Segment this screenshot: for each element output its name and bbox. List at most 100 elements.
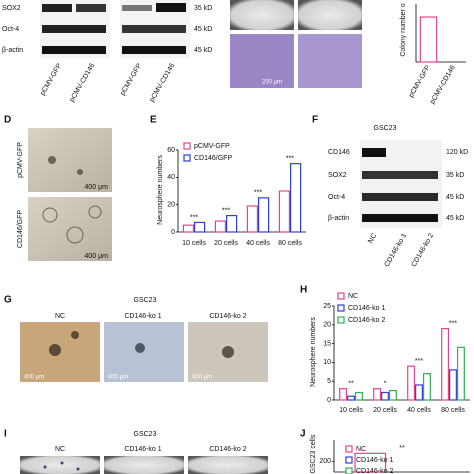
legend-swatch: [337, 304, 345, 312]
row-label: Oct-4: [328, 194, 345, 201]
y-axis-label: Neurosphere numbers: [157, 155, 164, 225]
panel-g: GSC23 NC CD146-ko 1 CD146-ko 2 400 μm 40…: [20, 297, 268, 382]
legend-swatch: [183, 154, 191, 162]
y-axis-label: Colony number o: [400, 3, 407, 56]
y-tick-label: 60: [167, 147, 175, 154]
size-label: 45 kD: [194, 26, 212, 33]
row-label: β-actin: [328, 215, 349, 222]
size-label: 45 kD: [194, 47, 212, 54]
x-tick-label: pCMV-GFP: [408, 64, 432, 99]
bar: [339, 388, 348, 401]
panel-label: H: [300, 285, 307, 296]
significance: ***: [286, 156, 294, 163]
panel-label: D: [4, 115, 11, 126]
lane-label: CD146-ko 1: [384, 232, 409, 268]
y-axis-label: of GSC23 cells: [310, 434, 317, 474]
y-tick-label: 0: [327, 397, 331, 404]
bar: [290, 163, 302, 233]
scale-label: 200 μm: [262, 80, 282, 86]
bar: [381, 391, 389, 401]
bar: [214, 220, 226, 233]
legend-swatch: [337, 316, 345, 324]
row-label: SOX2: [328, 172, 347, 179]
blot-top: SOX2 Oct-4 β-actin 35 kD 45 kD 45 kD pCM…: [2, 0, 212, 103]
bar: [373, 388, 382, 401]
bar: [194, 221, 206, 233]
x-tick-label: 10 cells: [182, 240, 206, 247]
lane-label: pCMV-CD146: [149, 62, 177, 103]
lane-label: CD146-ko 1: [124, 446, 161, 453]
lane-label: NC: [367, 232, 378, 244]
bar: [182, 224, 194, 233]
x-tick-label: 80 cells: [278, 240, 302, 247]
x-tick-label: 10 cells: [339, 407, 363, 414]
size-label: 45 kD: [446, 215, 464, 222]
size-label: 35 kD: [446, 172, 464, 179]
bar: [449, 369, 457, 401]
scale-label: 400 μm: [24, 375, 44, 381]
significance: *: [384, 381, 387, 388]
bar: [388, 390, 397, 401]
legend-label: NC: [348, 293, 358, 300]
row-label: SOX2: [2, 5, 21, 12]
size-label: 120 kD: [446, 149, 468, 156]
row-label: Oct-4: [2, 26, 19, 33]
y-tick-label: 20: [323, 322, 331, 329]
legend-label: CD146/GFP: [194, 155, 232, 162]
lane-label: pCMV-CD146: [69, 62, 97, 103]
bar: [419, 16, 438, 63]
panel-label: I: [4, 429, 7, 440]
panel-d: pCMV-GFP CD146/GFP 400 μm 400 μm: [17, 128, 112, 261]
bar: [354, 452, 387, 473]
y-tick-label: 200: [319, 458, 331, 465]
y-tick-label: 40: [167, 174, 175, 181]
blot-title: GSC23: [374, 125, 397, 132]
scale-label: 400 μm: [108, 375, 128, 381]
significance: ***: [190, 214, 198, 221]
lane-label: CD146-ko 1: [124, 313, 161, 320]
legend-swatch: [345, 467, 353, 474]
legend-label: CD146-ko 2: [348, 317, 385, 324]
y-tick-label: 25: [323, 303, 331, 310]
y-tick-label: 10: [323, 359, 331, 366]
x-tick-label: 20 cells: [373, 407, 397, 414]
significance: **: [348, 381, 354, 388]
panel-label: E: [150, 115, 157, 126]
bar: [258, 197, 270, 233]
y-tick-label: 5: [327, 378, 331, 385]
panel-label: J: [300, 429, 306, 440]
legend-label: pCMV-GFP: [194, 143, 230, 150]
legend-swatch: [183, 142, 191, 150]
significance: ***: [449, 320, 457, 327]
bar: [441, 327, 450, 401]
row-label: β-actin: [2, 47, 23, 54]
significance: ***: [222, 207, 230, 214]
legend-swatch: [345, 445, 353, 453]
panel-f: GSC23 CD146 SOX2 Oct-4 β-actin 120 kD 35…: [328, 125, 468, 268]
image-title: GSC23: [134, 297, 157, 304]
bar: [415, 384, 423, 401]
y-axis-label: Neurosphere numbers: [310, 317, 317, 387]
y-tick-label: 15: [323, 340, 331, 347]
scale-label: 400 μm: [85, 253, 109, 260]
x-tick-label: 80 cells: [441, 407, 465, 414]
scale-label: 400 μm: [192, 375, 212, 381]
bar: [246, 205, 258, 233]
image-title: GSC23: [134, 431, 157, 438]
x-tick-label: 40 cells: [246, 240, 270, 247]
legend-label: NC: [356, 446, 366, 453]
legend-swatch: [337, 292, 345, 300]
legend-label: CD146-ko 1: [348, 305, 385, 312]
y-tick-label: 20: [167, 202, 175, 209]
lane-label: CD146-ko 2: [209, 446, 246, 453]
x-tick-label: 40 cells: [407, 407, 431, 414]
size-label: 35 kD: [194, 5, 212, 12]
row-label: CD146/GFP: [17, 210, 24, 248]
panel-label: F: [312, 115, 318, 126]
bar: [456, 346, 465, 401]
lane-label: NC: [55, 446, 65, 453]
bar: [278, 190, 290, 233]
bar: [347, 395, 355, 401]
row-label: CD146: [328, 149, 350, 156]
